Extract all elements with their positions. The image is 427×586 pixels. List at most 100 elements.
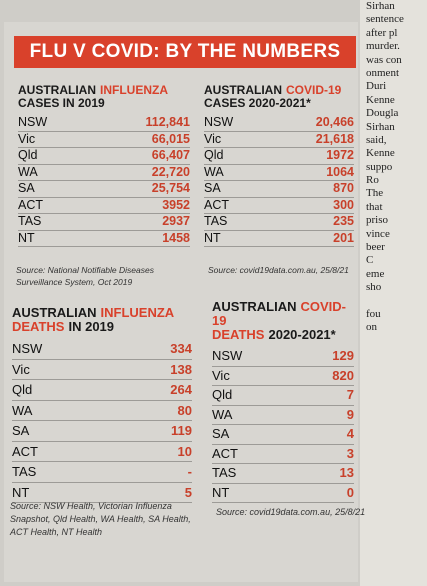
table: AUSTRALIAN INFLUENZA DEATHS IN 2019 NSW 334 Vi…	[12, 306, 192, 503]
value: 235	[333, 214, 354, 228]
state: ACT	[12, 443, 38, 459]
state: NT	[204, 230, 221, 245]
text-line: that	[366, 200, 383, 213]
text-line: sentence	[366, 13, 404, 26]
text-line: C	[366, 254, 374, 267]
heading-part: AUSTRALIAN	[18, 83, 96, 97]
table-row: NT 1458	[18, 230, 190, 247]
state: ACT	[18, 197, 43, 212]
value: 3	[346, 445, 354, 461]
text-line	[366, 295, 427, 308]
heading-line: CASES IN 2019	[18, 97, 190, 110]
value: 66,407	[151, 148, 190, 162]
text-line: said,	[366, 133, 387, 146]
table: AUSTRALIAN COVID-19 DEATHS 2020-2021* NSW 129…	[212, 300, 354, 503]
state: ACT	[204, 197, 229, 212]
source-note: Source: National Notifiable Diseases Sur…	[16, 265, 154, 287]
value: 870	[333, 181, 354, 195]
heading-part: INFLUENZA	[100, 305, 175, 320]
heading-line: CASES 2020-2021*	[204, 97, 354, 110]
state: Qld	[204, 148, 224, 162]
value: 1972	[326, 148, 354, 162]
table-row: Qld 1972	[204, 148, 354, 165]
heading-line: DEATHS IN 2019	[12, 320, 192, 334]
table-row: TAS 2937	[18, 214, 190, 231]
state: Qld	[12, 382, 33, 397]
value: 138	[170, 361, 192, 377]
text-line: Dougla	[366, 107, 399, 120]
state: SA	[12, 423, 30, 438]
state: WA	[18, 164, 38, 179]
table-row: NSW 20,466	[204, 115, 354, 132]
title: FLU V COVID: BY THE NUMBERS	[14, 36, 356, 68]
table-row: WA 1064	[204, 165, 354, 181]
state: NT	[12, 484, 30, 500]
state: ACT	[212, 445, 238, 461]
value: 820	[332, 367, 354, 383]
table: AUSTRALIAN COVID-19 CASES 2020-2021* NSW 20,…	[204, 84, 354, 247]
table-row: TAS -	[12, 462, 192, 483]
value: 264	[170, 382, 192, 397]
heading-part: CASES IN 2019	[18, 96, 105, 110]
table-row: Vic 138	[12, 360, 192, 380]
state: Qld	[212, 387, 233, 402]
heading-line: AUSTRALIAN COVID-19	[204, 84, 354, 97]
text-line: Kenne	[366, 93, 395, 106]
text-line: suppo	[366, 160, 393, 173]
table-row: NSW 112,841	[18, 115, 190, 132]
text-line: The	[366, 187, 384, 200]
heading-part: INFLUENZA	[100, 83, 168, 97]
value: 112,841	[145, 115, 191, 129]
table-row: TAS 13	[212, 464, 354, 484]
value: 2937	[162, 214, 190, 228]
table-row: ACT 3	[212, 445, 354, 464]
table-row: WA 9	[212, 406, 354, 425]
text-line: on	[366, 321, 377, 334]
heading-part: IN 2019	[68, 319, 115, 334]
table-row: NSW 129	[212, 347, 354, 367]
text-line: Sirhan	[366, 120, 395, 133]
heading-part: 2020-2021*	[268, 327, 336, 342]
graphic-panel	[4, 22, 358, 582]
table-row: Qld 264	[12, 380, 192, 401]
value: 4	[346, 426, 354, 441]
text-line: onment	[366, 66, 399, 79]
text-line: eme	[366, 267, 385, 280]
heading-line: AUSTRALIAN COVID-19	[212, 300, 354, 328]
table-row: Vic 21,618	[204, 132, 354, 148]
state: SA	[18, 181, 35, 195]
source-note: Source: covid19data.com.au, 25/8/21	[216, 507, 366, 517]
table-row: Vic 66,015	[18, 132, 190, 148]
table-row: Qld 66,407	[18, 148, 190, 165]
heading-line: DEATHS 2020-2021*	[212, 328, 354, 342]
heading-part: AUSTRALIAN	[212, 299, 297, 314]
value: 3952	[162, 197, 190, 212]
table-row: TAS 235	[204, 214, 354, 231]
state: NSW	[212, 348, 243, 363]
state: SA	[212, 426, 230, 441]
table-row: SA 870	[204, 181, 354, 198]
text-line: beer	[366, 241, 385, 254]
value: 22,720	[151, 164, 190, 179]
table-row: Vic 820	[212, 367, 354, 386]
state: NSW	[18, 115, 48, 129]
table-row: NSW 334	[12, 339, 192, 360]
state: TAS	[12, 464, 37, 479]
state: NT	[18, 230, 35, 245]
state: Vic	[12, 361, 30, 377]
table-row: WA 22,720	[18, 164, 190, 181]
table: AUSTRALIAN INFLUENZA CASES IN 2019 NSW 112,8…	[18, 84, 190, 247]
value: 300	[333, 197, 354, 212]
text-line: vince	[366, 227, 390, 240]
table-row: Qld 7	[212, 386, 354, 406]
table-row: ACT 10	[12, 442, 192, 462]
value: 0	[346, 484, 354, 500]
text-line: murder.	[366, 40, 400, 53]
table-row: NT 201	[204, 230, 354, 247]
table-row: ACT 3952	[18, 197, 190, 214]
value: 334	[170, 341, 192, 356]
state: NT	[212, 484, 230, 500]
text-line: sho	[366, 281, 382, 294]
heading-line: AUSTRALIAN INFLUENZA	[18, 84, 190, 97]
table-row: SA 119	[12, 421, 192, 442]
